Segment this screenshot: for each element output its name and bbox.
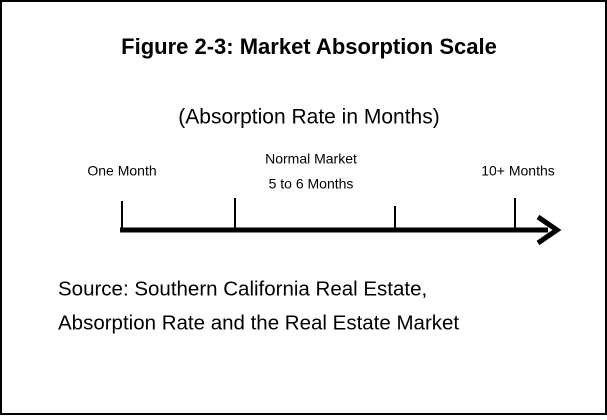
scale-label: 10+ Months [481,163,555,179]
source-line: Source: Southern California Real Estate, [58,277,427,300]
scale-ticks [121,198,516,230]
source-line: Absorption Rate and the Real Estate Mark… [58,311,459,334]
scale-label: Normal Market [265,151,357,167]
subtitle: (Absorption Rate in Months) [178,106,439,129]
scale-label: One Month [87,163,156,179]
scale-label: 5 to 6 Months [269,176,354,192]
scale-arrow-head [536,214,562,246]
title: Figure 2-3: Market Absorption Scale [121,34,497,59]
